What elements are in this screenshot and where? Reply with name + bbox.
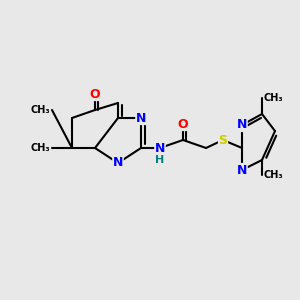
- Text: N: N: [113, 157, 123, 169]
- Text: S: S: [218, 134, 227, 146]
- Text: O: O: [90, 88, 100, 100]
- Text: CH₃: CH₃: [264, 170, 284, 180]
- Text: N: N: [155, 142, 165, 154]
- Text: CH₃: CH₃: [264, 93, 284, 103]
- Text: O: O: [178, 118, 188, 130]
- Text: N: N: [237, 164, 247, 176]
- Text: N: N: [136, 112, 146, 124]
- Text: CH₃: CH₃: [30, 105, 50, 115]
- Text: CH₃: CH₃: [30, 143, 50, 153]
- Text: H: H: [155, 155, 165, 165]
- Text: N: N: [237, 118, 247, 131]
